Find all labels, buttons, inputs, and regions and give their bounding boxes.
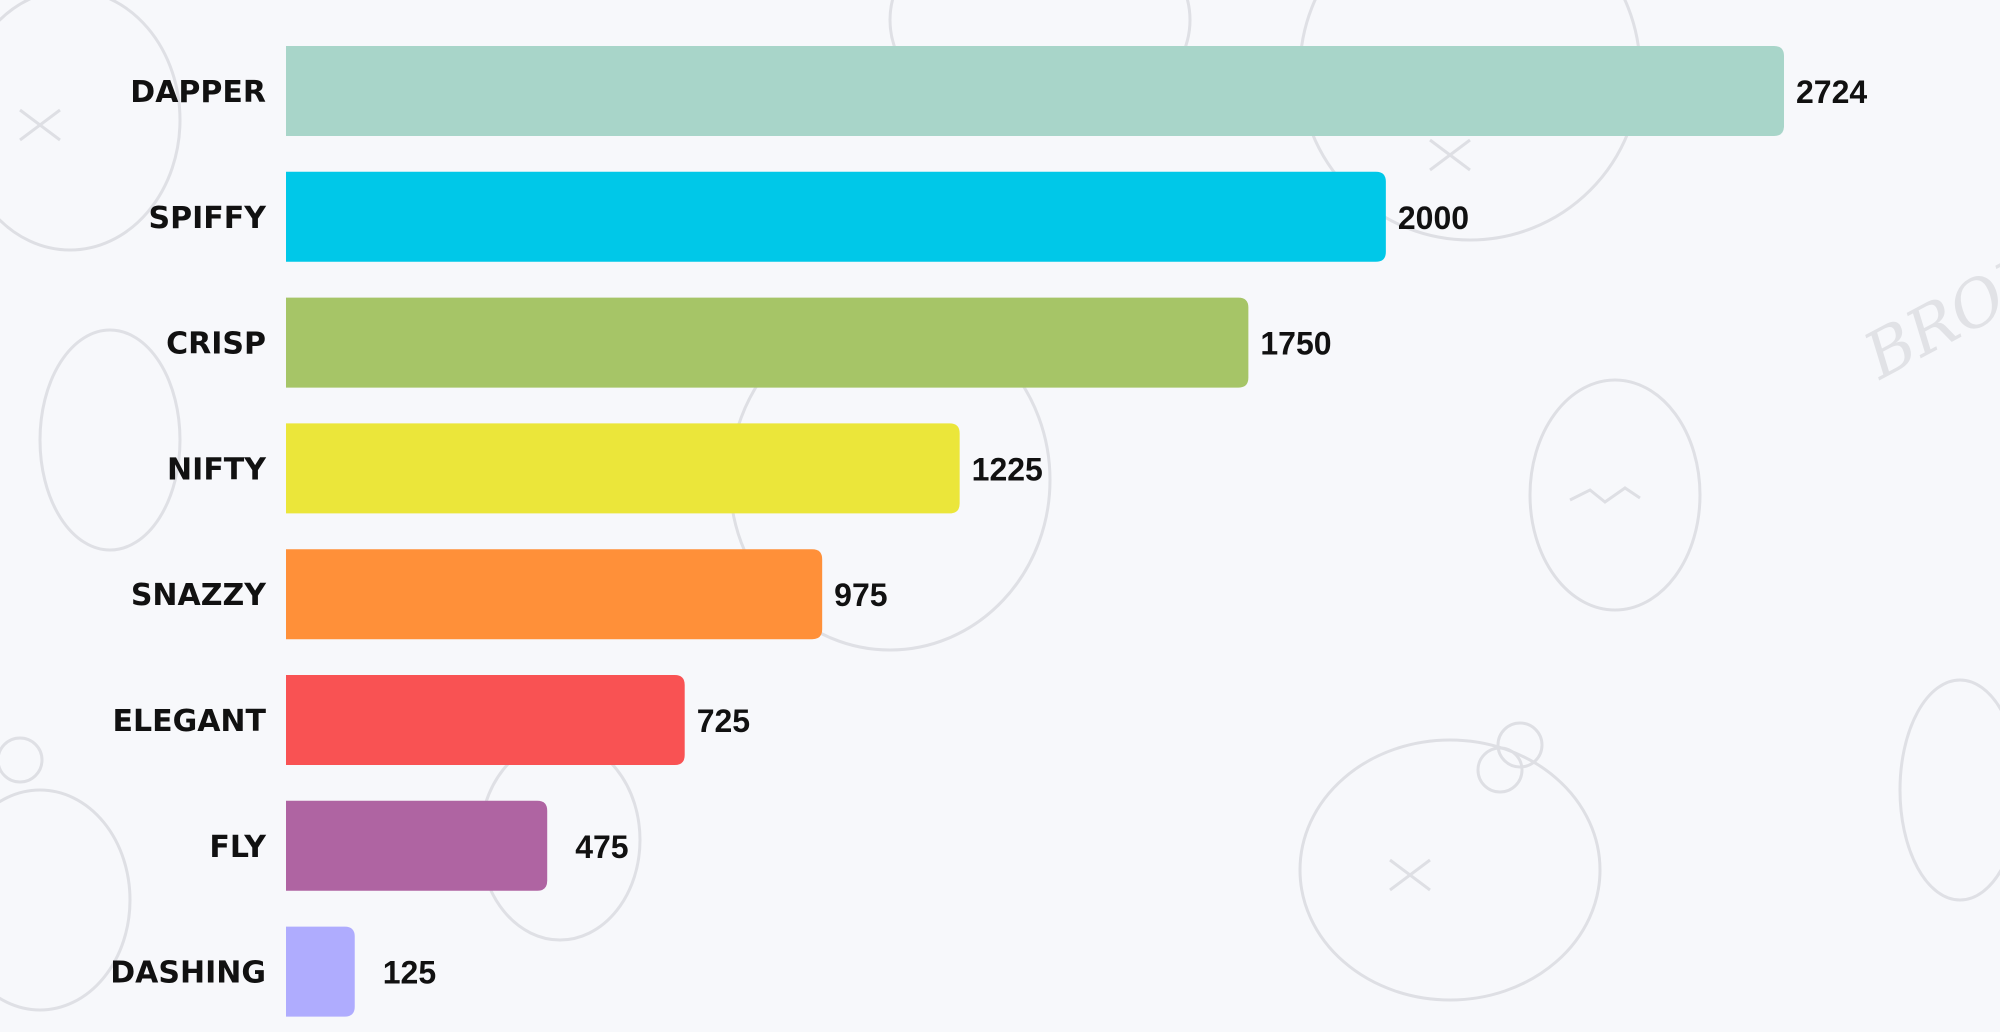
- value-label-elegant: 725: [697, 703, 750, 739]
- category-label-elegant: ELEGANT: [112, 704, 266, 739]
- doodle-x-eyes: [1389, 858, 1431, 892]
- bar-nifty: [286, 423, 960, 514]
- category-label-spiffy: SPIFFY: [149, 201, 268, 236]
- doodle-egg-shape: [1898, 678, 2000, 902]
- category-label-crisp: CRISP: [166, 327, 266, 362]
- value-label-dashing: 125: [383, 955, 436, 991]
- category-label-dashing: DASHING: [110, 956, 266, 991]
- value-label-fly: 475: [575, 829, 628, 865]
- bar-fly: [286, 800, 548, 891]
- doodle-bone-end: [0, 736, 44, 784]
- doodle-x-eyes: [19, 108, 61, 142]
- value-label-nifty: 1225: [972, 451, 1043, 487]
- doodle-egg-shape: [38, 328, 182, 552]
- category-label-dapper: DAPPER: [130, 75, 266, 110]
- value-label-crisp: 1750: [1260, 326, 1331, 362]
- value-label-snazzy: 975: [834, 577, 887, 613]
- doodle-bone-end: [1476, 746, 1524, 794]
- value-label-dapper: 2724: [1796, 74, 1867, 110]
- bar-dashing: [286, 926, 355, 1017]
- category-label-fly: FLY: [209, 830, 267, 865]
- bar-crisp: [286, 297, 1249, 388]
- category-label-nifty: NIFTY: [167, 452, 267, 487]
- doodle-crack: [1569, 486, 1641, 504]
- bar-spiffy: [286, 171, 1386, 262]
- bar-snazzy: [286, 549, 823, 640]
- bar-elegant: [286, 675, 685, 765]
- doodle-chicken-shape: [0, 788, 132, 1012]
- category-labels-layer: DAPPER SPIFFY CRISP NIFTY SNAZZY ELEGANT FLY DA…: [110, 75, 267, 991]
- bars-layer: [286, 46, 1784, 1017]
- doodle-chicken-shape: [1298, 738, 1602, 1002]
- doodle-egg-shape: [0, 0, 182, 252]
- doodle-egg-shape: [1528, 378, 1702, 612]
- doodle-x-eyes: [1429, 138, 1471, 172]
- bar-dapper: [286, 46, 1784, 136]
- doodle-bone-end: [1496, 721, 1544, 769]
- value-labels-layer: 2724 2000 1750 1225 975 725 475 125: [383, 74, 1868, 991]
- category-label-snazzy: SNAZZY: [131, 578, 267, 613]
- value-label-spiffy: 2000: [1398, 200, 1469, 236]
